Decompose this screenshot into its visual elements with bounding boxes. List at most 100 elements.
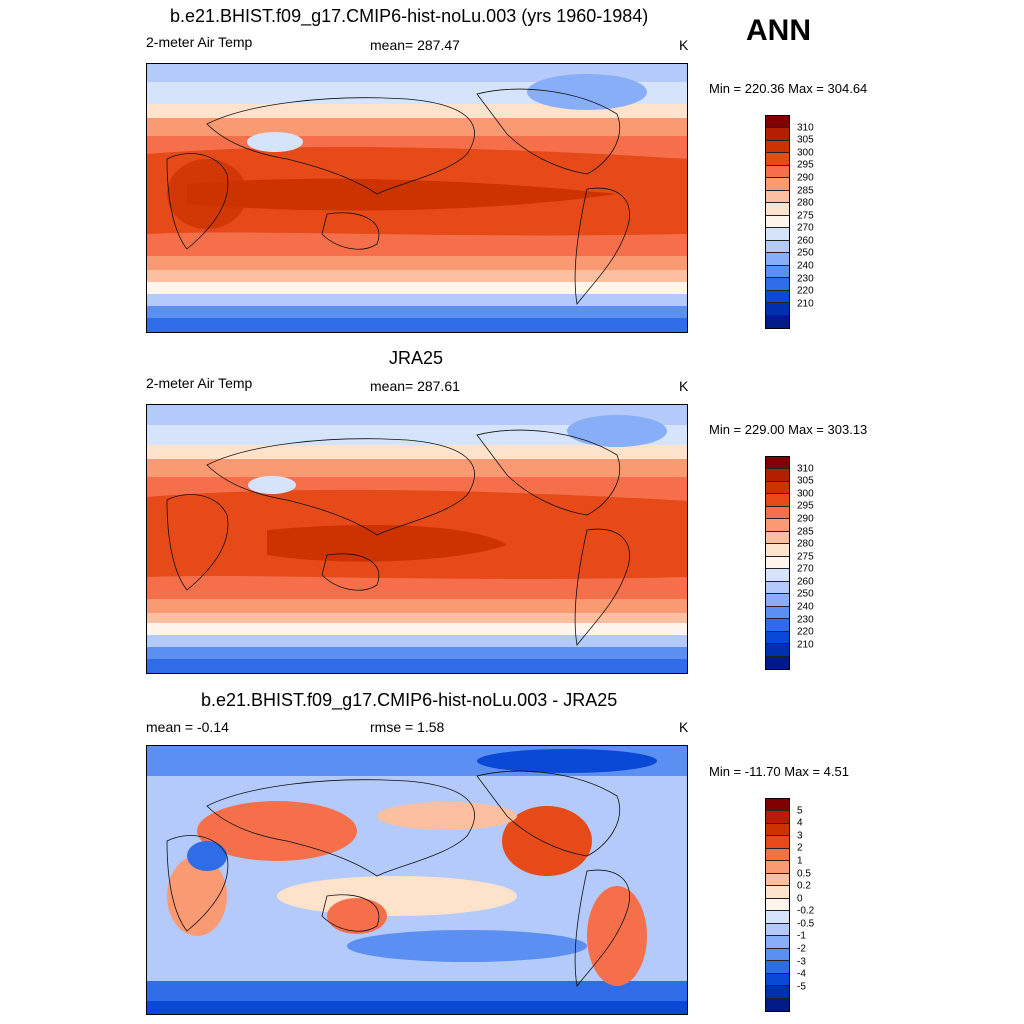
- colorbar-swatch: [766, 253, 789, 266]
- colorbar-tick-label: 310: [797, 122, 814, 134]
- colorbar-tick-label: 275: [797, 551, 814, 563]
- panel3-map: [146, 745, 688, 1015]
- colorbar-swatch: [766, 923, 789, 937]
- colorbar-swatch: [766, 140, 789, 154]
- colorbar-tick-label: 3: [797, 830, 803, 842]
- season-label: ANN: [746, 14, 811, 47]
- colorbar-tick-label: 300: [797, 147, 814, 159]
- panel3-units-label: K: [679, 719, 689, 735]
- colorbar-swatch: [766, 656, 789, 669]
- colorbar-tick-label: 305: [797, 134, 814, 146]
- colorbar-tick-label: -1: [797, 930, 806, 942]
- colorbar-swatch: [766, 544, 789, 557]
- panel2-map: [146, 404, 688, 674]
- colorbar-tick-label: 305: [797, 475, 814, 487]
- panel1-minmax-label: Min = 220.36 Max = 304.64: [709, 81, 868, 96]
- colorbar-swatch: [766, 494, 789, 507]
- colorbar-tick-label: -3: [797, 956, 806, 968]
- colorbar-swatch: [766, 240, 789, 254]
- colorbar-swatch: [766, 203, 789, 216]
- colorbar-swatch: [766, 278, 789, 291]
- colorbar-swatch: [766, 948, 789, 962]
- panel2-mean-label: mean= 287.61: [370, 378, 460, 394]
- colorbar-tick-label: 210: [797, 639, 814, 651]
- colorbar-swatch: [766, 898, 789, 912]
- colorbar-swatch: [766, 556, 789, 570]
- colorbar-swatch: [766, 190, 789, 204]
- colorbar-tick-label: -4: [797, 968, 806, 980]
- colorbar-swatch: [766, 823, 789, 837]
- colorbar-swatch: [766, 506, 789, 520]
- panel3-rmse-label: rmse = 1.58: [370, 719, 445, 735]
- colorbar-swatch: [766, 873, 789, 887]
- colorbar-tick-label: 210: [797, 298, 814, 310]
- colorbar-swatch: [766, 581, 789, 595]
- colorbar-tick-label: -5: [797, 981, 806, 993]
- colorbar-tick-label: 250: [797, 247, 814, 259]
- colorbar-swatch: [766, 799, 789, 812]
- colorbar-swatch: [766, 836, 789, 849]
- colorbar-tick-label: 295: [797, 159, 814, 171]
- colorbar-swatch: [766, 644, 789, 657]
- colorbar-swatch: [766, 469, 789, 482]
- colorbar-tick-label: 285: [797, 185, 814, 197]
- colorbar-swatch: [766, 886, 789, 899]
- panel2-colorbar: [765, 456, 790, 670]
- colorbar-tick-label: 280: [797, 538, 814, 550]
- colorbar-tick-label: 2: [797, 842, 803, 854]
- colorbar-tick-label: 290: [797, 172, 814, 184]
- colorbar-swatch: [766, 986, 789, 999]
- colorbar-tick-label: 295: [797, 500, 814, 512]
- panel3-colorbar: [765, 798, 790, 1012]
- colorbar-swatch: [766, 228, 789, 241]
- colorbar-tick-label: 260: [797, 576, 814, 588]
- colorbar-tick-label: 0.2: [797, 880, 811, 892]
- colorbar-swatch: [766, 265, 789, 279]
- colorbar-swatch: [766, 631, 789, 645]
- colorbar-tick-label: 0: [797, 893, 803, 905]
- panel3-title: b.e21.BHIST.f09_g17.CMIP6-hist-noLu.003 …: [201, 690, 618, 710]
- colorbar-swatch: [766, 303, 789, 316]
- colorbar-swatch: [766, 178, 789, 191]
- colorbar-tick-label: 290: [797, 513, 814, 525]
- colorbar-tick-label: 270: [797, 222, 814, 234]
- colorbar-swatch: [766, 594, 789, 607]
- panel3-mean-label: mean = -0.14: [146, 719, 229, 735]
- colorbar-swatch: [766, 973, 789, 987]
- colorbar-tick-label: 280: [797, 197, 814, 209]
- colorbar-tick-label: 260: [797, 235, 814, 247]
- colorbar-swatch: [766, 116, 789, 129]
- panel1-map: [146, 63, 688, 333]
- colorbar-tick-label: 240: [797, 601, 814, 613]
- colorbar-swatch: [766, 936, 789, 949]
- colorbar-tick-label: 220: [797, 285, 814, 297]
- colorbar-swatch: [766, 128, 789, 141]
- colorbar-swatch: [766, 215, 789, 229]
- panel1-mean-label: mean= 287.47: [370, 37, 460, 53]
- colorbar-swatch: [766, 315, 789, 328]
- panel2-units-label: K: [679, 378, 689, 394]
- colorbar-tick-label: 220: [797, 626, 814, 638]
- panel1-colorbar: [765, 115, 790, 329]
- colorbar-swatch: [766, 811, 789, 824]
- colorbar-tick-label: -0.5: [797, 918, 815, 930]
- colorbar-swatch: [766, 519, 789, 532]
- panel3-minmax-label: Min = -11.70 Max = 4.51: [709, 764, 849, 779]
- colorbar-swatch: [766, 911, 789, 924]
- colorbar-tick-label: 0.5: [797, 868, 811, 880]
- colorbar-swatch: [766, 861, 789, 874]
- colorbar-tick-label: 5: [797, 805, 803, 817]
- panel2-variable-label: 2-meter Air Temp: [146, 375, 253, 391]
- colorbar-swatch: [766, 998, 789, 1011]
- colorbar-tick-label: 270: [797, 563, 814, 575]
- colorbar-tick-label: 240: [797, 260, 814, 272]
- colorbar-tick-label: 275: [797, 210, 814, 222]
- panel2-title: JRA25: [389, 348, 444, 368]
- colorbar-tick-label: -2: [797, 943, 806, 955]
- colorbar-swatch: [766, 531, 789, 545]
- colorbar-swatch: [766, 961, 789, 974]
- colorbar-tick-label: 285: [797, 526, 814, 538]
- colorbar-swatch: [766, 569, 789, 582]
- colorbar-tick-label: 230: [797, 614, 814, 626]
- colorbar-tick-label: 250: [797, 588, 814, 600]
